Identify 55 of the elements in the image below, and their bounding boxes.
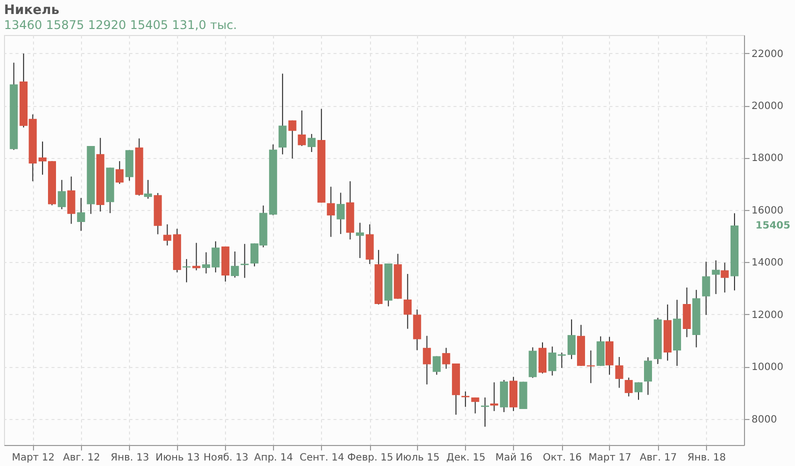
y-tick-label: 14000 — [752, 258, 784, 269]
candlestick — [442, 347, 450, 370]
candlestick — [67, 176, 76, 224]
chart-subtitle: 13460 15875 12920 15405 131,0 тыс. — [4, 18, 237, 32]
candlestick — [481, 396, 490, 428]
candlestick — [702, 261, 710, 316]
x-tick-label: Февр. 15 — [347, 452, 394, 464]
candlestick — [326, 186, 335, 238]
candlestick — [615, 356, 624, 388]
x-tick-label: Сент. 14 — [300, 452, 344, 464]
candlestick — [298, 110, 306, 146]
candlestick — [356, 222, 364, 259]
y-tick-label: 18000 — [752, 153, 784, 164]
x-tick-label: Янв. 18 — [687, 452, 726, 464]
x-tick-label: Июль 15 — [396, 452, 440, 464]
x-tick-label: Апр. 14 — [254, 452, 293, 464]
x-tick-label: Янв. 13 — [110, 452, 150, 464]
candlestick — [182, 258, 191, 283]
candlestick — [58, 179, 66, 210]
candlestick — [624, 377, 633, 397]
candlestick — [720, 262, 729, 293]
y-tick-label: 22000 — [752, 48, 784, 60]
candlestick — [336, 192, 345, 234]
x-tick-label: Окт. 16 — [542, 452, 582, 464]
y-tick-label: 12000 — [752, 310, 784, 321]
candlestick — [432, 356, 441, 376]
candlestick — [422, 335, 431, 385]
candlestick — [278, 73, 287, 155]
x-tick-label: Авг. 17 — [640, 452, 677, 464]
x-tick-label: Март 17 — [588, 452, 632, 464]
y-tick-label: 20000 — [752, 101, 784, 112]
y-tick-label: 16000 — [752, 205, 784, 216]
x-tick-label: Июнь 13 — [155, 452, 200, 464]
candlestick — [404, 273, 412, 330]
x-tick-label: Авг. 12 — [63, 452, 100, 464]
candlestick — [644, 356, 652, 396]
candlestick — [471, 396, 480, 414]
y-tick-label: 10000 — [752, 362, 784, 374]
candlestick — [586, 350, 595, 384]
y-tick-label: 8000 — [752, 414, 777, 426]
candlestick — [116, 160, 124, 184]
candlestick — [490, 382, 498, 412]
x-tick-label: Нояб. 13 — [203, 452, 248, 464]
candlestick — [634, 382, 643, 400]
chart-title: Никель — [4, 3, 60, 18]
x-tick-label: Май 16 — [495, 452, 533, 464]
candlestick — [288, 120, 296, 160]
annotation: 15405 — [756, 220, 790, 232]
x-tick-label: Дек. 15 — [446, 452, 486, 464]
candlestick — [230, 250, 239, 278]
candlestick — [77, 197, 86, 232]
candlestick — [712, 260, 720, 295]
x-tick-label: Март 12 — [12, 452, 55, 464]
candlestick — [144, 179, 152, 200]
candlestick — [308, 133, 316, 152]
